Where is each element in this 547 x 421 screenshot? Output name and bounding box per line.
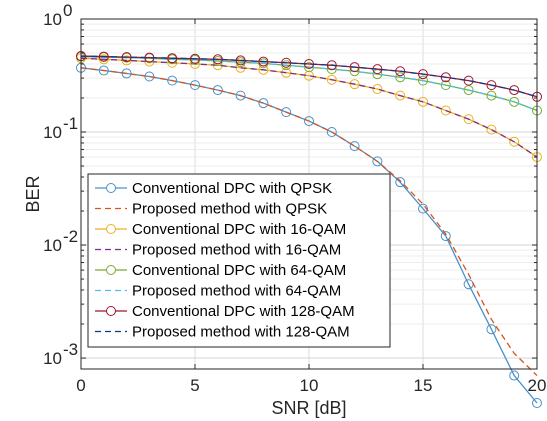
y-tick-label: 10	[43, 236, 62, 255]
legend-entry-label: Conventional DPC with 16-QAM	[132, 221, 346, 238]
y-tick-label: 10	[43, 123, 62, 142]
legend-swatch-marker	[106, 306, 116, 316]
data-point	[463, 75, 474, 86]
x-tick-label: 0	[76, 376, 85, 395]
data-point	[509, 136, 520, 147]
legend-entry-label: Conventional DPC with 128-QAM	[132, 303, 355, 320]
series-line	[80, 67, 538, 377]
series-line	[80, 55, 538, 98]
legend-entry-label: Proposed method with 128-QAM	[132, 324, 350, 341]
data-point	[190, 80, 200, 91]
series-3	[76, 53, 542, 163]
y-tick-exponent: -2	[63, 227, 78, 246]
x-axis-label: SNR [dB]	[271, 398, 346, 418]
data-point	[326, 74, 337, 85]
data-point	[509, 96, 520, 107]
x-tick-label: 20	[528, 376, 547, 395]
data-point	[509, 85, 520, 96]
x-tick-label: 15	[414, 376, 433, 395]
series-line	[80, 57, 538, 158]
data-point	[486, 90, 497, 101]
data-point	[463, 114, 474, 125]
data-point	[486, 124, 497, 135]
data-point	[349, 62, 360, 73]
data-point	[326, 127, 337, 138]
data-point	[486, 324, 497, 335]
data-point	[304, 116, 314, 127]
series-2	[80, 67, 538, 377]
data-point	[418, 69, 428, 80]
legend: Conventional DPC with QPSK Proposed metho…	[87, 173, 391, 348]
data-point	[190, 53, 200, 64]
legend-swatch-marker	[106, 224, 116, 234]
data-point	[372, 84, 383, 95]
data-point	[372, 156, 383, 167]
x-tick-label: 10	[300, 376, 319, 395]
data-point	[486, 80, 497, 91]
x-tick-label: 5	[190, 376, 199, 395]
data-point	[167, 75, 178, 86]
data-point	[235, 90, 246, 101]
series-8	[80, 55, 538, 98]
data-point	[98, 54, 109, 65]
data-point	[395, 177, 406, 188]
data-point	[395, 90, 406, 101]
legend-entry-label: Proposed method with QPSK	[132, 201, 327, 218]
data-point	[440, 80, 451, 91]
data-point	[258, 56, 269, 67]
legend-swatch-marker	[106, 183, 116, 193]
data-point	[440, 231, 451, 242]
legend-entry-label: Proposed method with 64-QAM	[132, 283, 341, 300]
data-point	[258, 98, 269, 109]
legend-box	[87, 173, 391, 348]
y-tick-exponent: -1	[63, 114, 78, 133]
series-line	[80, 55, 538, 112]
data-point	[418, 75, 428, 86]
data-point	[418, 96, 428, 107]
legend-entry-label: Conventional DPC with 64-QAM	[132, 262, 346, 279]
y-tick-label: 10	[43, 349, 62, 368]
data-point	[258, 64, 269, 75]
y-axis-label: BER	[23, 175, 43, 212]
y-tick-exponent: 0	[63, 1, 72, 20]
data-point	[281, 107, 292, 118]
data-point	[418, 203, 428, 214]
legend-swatch-marker	[106, 265, 116, 275]
data-point	[349, 141, 360, 152]
data-point	[212, 85, 223, 96]
data-point	[509, 370, 520, 381]
data-point	[98, 51, 109, 62]
y-tick-label: 10	[43, 10, 62, 29]
legend-entry-label: Conventional DPC with QPSK	[132, 180, 332, 197]
data-point	[349, 79, 360, 90]
series-6	[80, 55, 538, 112]
data-point	[532, 398, 542, 409]
y-tick-exponent: -3	[63, 340, 78, 359]
data-point	[98, 65, 109, 76]
legend-entry-label: Proposed method with 16-QAM	[132, 242, 341, 259]
data-point	[440, 105, 451, 116]
